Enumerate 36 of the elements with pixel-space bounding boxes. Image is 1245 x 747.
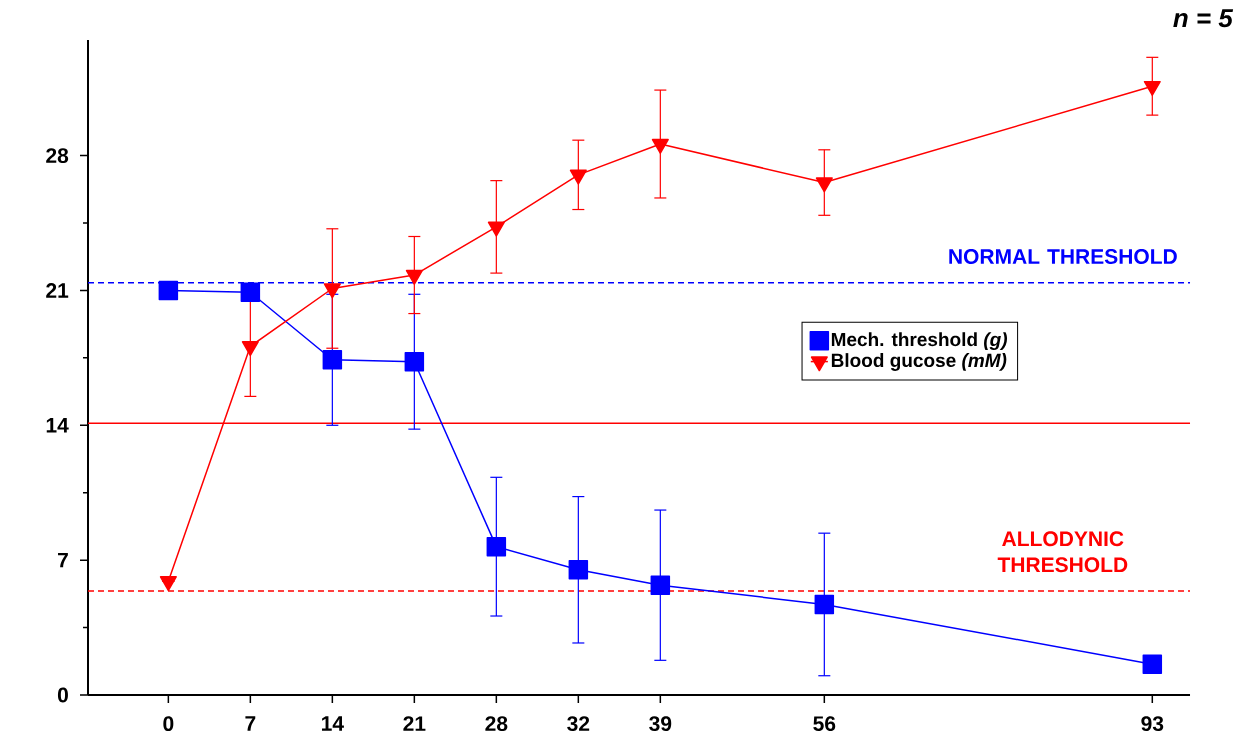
point [405,269,423,285]
x-tick-label: 39 [649,716,672,732]
y-tick-label: 0 [57,687,68,703]
x-tick-label: 28 [485,716,508,732]
x-tick-label: 21 [403,716,426,731]
x-tick-label: 93 [1141,716,1164,732]
point [1142,654,1163,674]
point [1143,80,1161,96]
point [486,536,507,557]
x-tick-label: 56 [813,716,836,732]
point [323,283,341,299]
point [814,594,835,615]
point [158,280,179,301]
y-tick-label: 14 [46,418,69,433]
point [569,169,587,185]
x-tick-label: 32 [567,716,590,732]
point [240,282,261,303]
legend-label: Blood gucose (mM) [831,353,1007,371]
y-tick-label: 21 [46,283,69,298]
x-tick-label: 7 [245,716,256,731]
legend-label: Mech. threshold (g) [831,332,1008,350]
point [650,575,671,595]
point [404,351,425,372]
point [487,221,505,237]
ref-line-label: ALLODYNIC THRESHOLD [997,531,1128,573]
y-tick-label: 28 [46,148,69,164]
point [241,341,259,357]
x-tick-label: 0 [163,716,174,732]
text: n = 5 [1173,9,1234,28]
x-tick-label: 14 [321,716,344,731]
y-tick-label: 7 [58,552,68,568]
point [815,177,833,193]
point [651,138,669,154]
point [322,350,343,370]
ref-line-label: NORMAL THRESHOLD [949,249,1177,264]
point [568,560,589,580]
